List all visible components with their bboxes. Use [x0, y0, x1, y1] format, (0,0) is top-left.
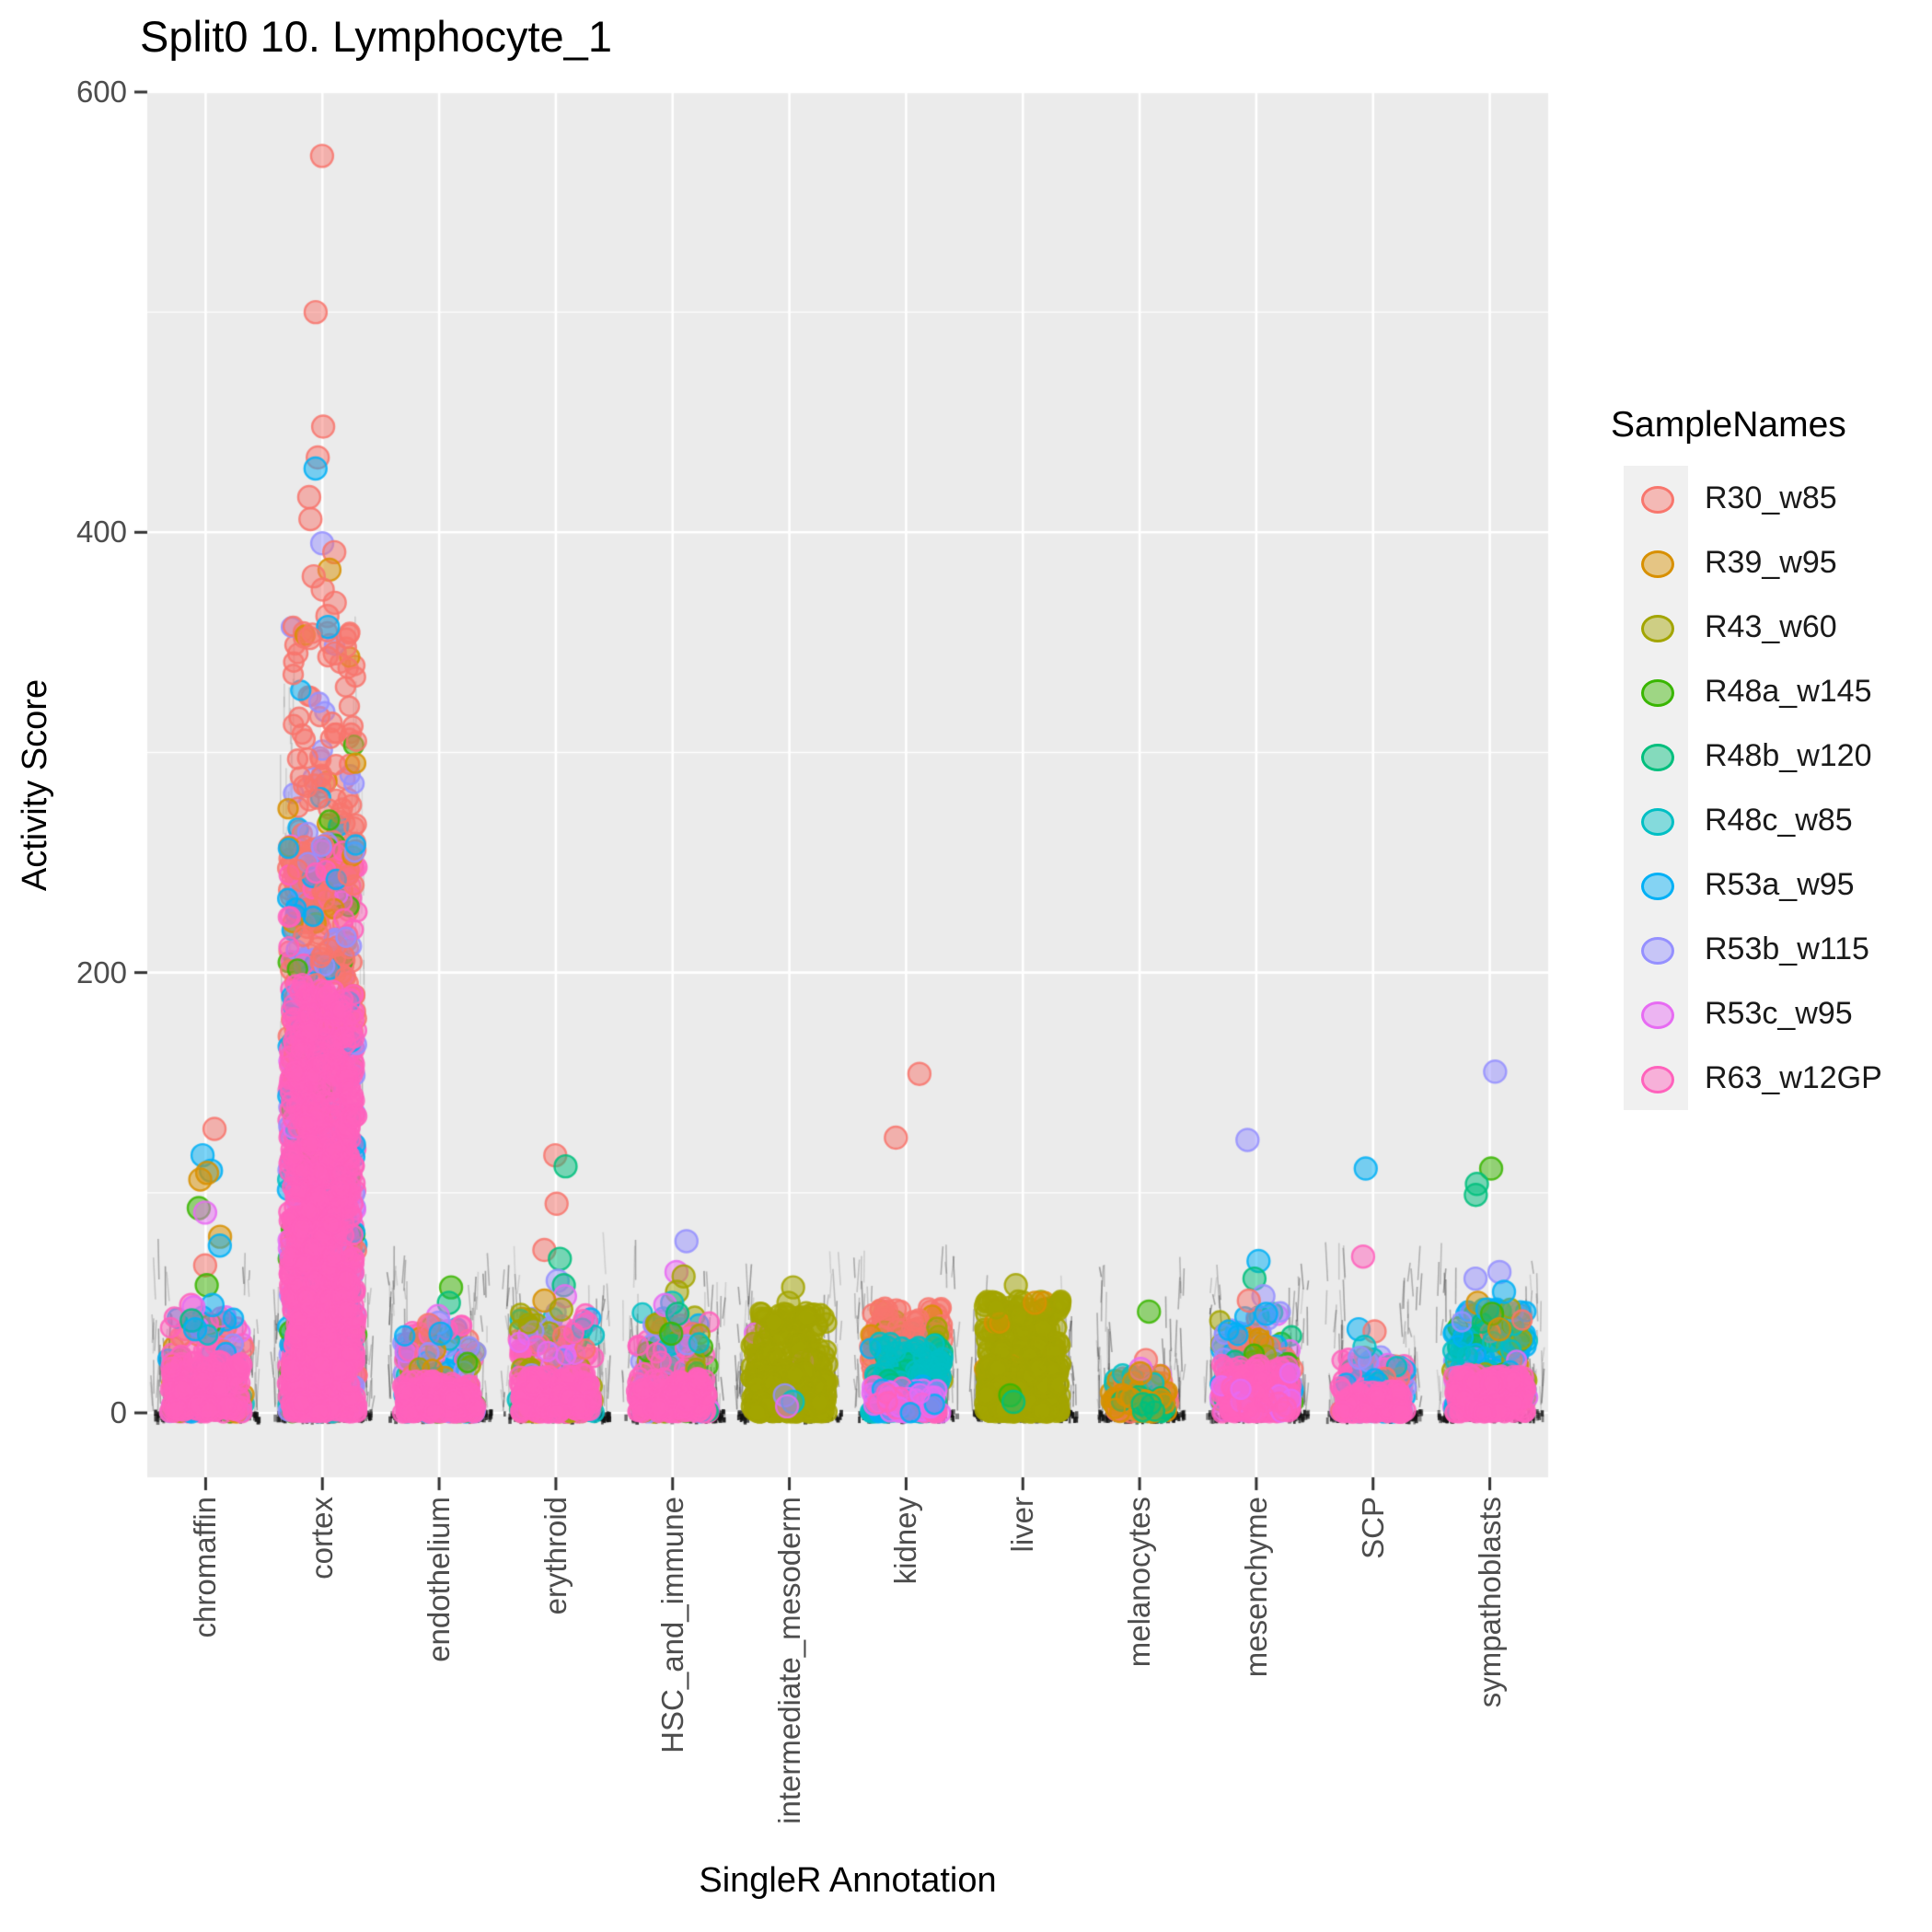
x-tick-label: kidney	[888, 1497, 923, 1585]
legend-item-label: R53b_w115	[1705, 931, 1869, 966]
x-tick-label: SCP	[1355, 1497, 1390, 1559]
legend-key	[1624, 595, 1688, 659]
x-tick-label: mesenchyme	[1238, 1497, 1273, 1678]
plot-title: Split0 10. Lymphocyte_1	[140, 12, 612, 61]
x-tick-label: melanocytes	[1122, 1497, 1157, 1668]
legend-item-label: R48c_w85	[1705, 803, 1853, 838]
x-tick-label: erythroid	[538, 1497, 573, 1615]
legend-key	[1624, 530, 1688, 595]
x-tick-label: intermediate_mesoderm	[771, 1497, 806, 1824]
x-tick-label: endothelium	[422, 1497, 457, 1662]
legend-swatch-icon	[1641, 873, 1674, 900]
legend-item-label: R43_w60	[1705, 609, 1837, 644]
x-tick-label: sympathoblasts	[1472, 1497, 1507, 1708]
legend-swatch-icon	[1641, 550, 1674, 578]
legend-key	[1624, 659, 1688, 723]
legend-item-label: R53c_w95	[1705, 996, 1853, 1031]
legend-item: R63_w12GP	[1603, 1046, 1916, 1110]
legend-swatch-icon	[1641, 1001, 1674, 1029]
legend: SampleNames R30_w85 R39_w95 R43_w60 R48a_w1…	[1603, 405, 1926, 1110]
legend-item: R39_w95	[1603, 530, 1916, 595]
x-tick-label: cortex	[305, 1497, 340, 1579]
legend-key	[1624, 788, 1688, 852]
legend-item: R48c_w85	[1603, 788, 1916, 852]
legend-key	[1624, 1046, 1688, 1110]
legend-swatch-icon	[1641, 808, 1674, 836]
legend-item: R30_w85	[1603, 466, 1916, 530]
legend-item: R53a_w95	[1603, 852, 1916, 917]
legend-swatch-icon	[1641, 1066, 1674, 1093]
legend-item-label: R48b_w120	[1705, 738, 1872, 773]
legend-swatch-icon	[1641, 679, 1674, 707]
legend-key	[1624, 852, 1688, 917]
y-tick-label: 600	[75, 74, 127, 109]
legend-item-label: R53a_w95	[1705, 867, 1855, 902]
x-tick-label: chromaffin	[188, 1497, 223, 1638]
legend-item-label: R30_w85	[1705, 480, 1837, 515]
legend-item-label: R48a_w145	[1705, 674, 1872, 709]
legend-key	[1624, 917, 1688, 981]
x-tick-label: liver	[1005, 1497, 1040, 1553]
legend-key	[1624, 466, 1688, 530]
legend-key	[1624, 723, 1688, 788]
legend-item-label: R39_w95	[1705, 545, 1837, 580]
y-tick-label: 400	[75, 515, 127, 550]
x-axis-title: SingleR Annotation	[699, 1861, 997, 1900]
legend-swatch-icon	[1641, 937, 1674, 965]
legend-item: R48b_w120	[1603, 723, 1916, 788]
legend-item: R53c_w95	[1603, 981, 1916, 1046]
legend-title: SampleNames	[1611, 405, 1846, 445]
y-tick-label: 0	[110, 1395, 127, 1429]
legend-swatch-icon	[1641, 615, 1674, 642]
legend-item: R48a_w145	[1603, 659, 1916, 723]
legend-item-label: R63_w12GP	[1705, 1060, 1882, 1095]
legend-item: R53b_w115	[1603, 917, 1916, 981]
legend-items: R30_w85 R39_w95 R43_w60 R48a_w145 R48b_w120 R…	[1603, 466, 1926, 1110]
y-axis-title: Activity Score	[16, 678, 54, 892]
legend-item: R43_w60	[1603, 595, 1916, 659]
legend-swatch-icon	[1641, 486, 1674, 514]
y-tick-label: 200	[75, 954, 127, 989]
legend-swatch-icon	[1641, 744, 1674, 771]
legend-key	[1624, 981, 1688, 1046]
x-tick-label: HSC_and_immune	[654, 1497, 689, 1753]
